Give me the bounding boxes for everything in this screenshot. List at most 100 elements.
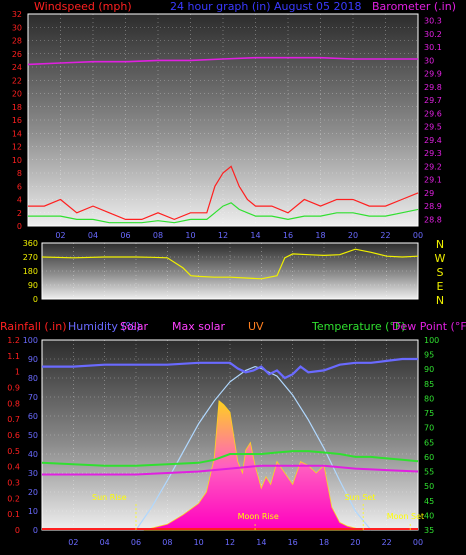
x-tick-label: 06 — [120, 231, 130, 240]
temperature-tick: 70 — [424, 424, 434, 433]
rainfall-tick: 0.5 — [7, 447, 20, 456]
windspeed-tick: 0 — [17, 222, 22, 231]
panel1-x-tick-labels: 02 04 06 08 10 12 14 16 18 20 22 00 — [55, 231, 423, 240]
barometer-tick: 29.9 — [424, 70, 442, 79]
windspeed-tick: 2 — [17, 209, 22, 218]
barometer-tick: 29.2 — [424, 162, 442, 171]
x-tick-label: 10 — [194, 538, 204, 547]
temperature-tick: 65 — [424, 438, 434, 447]
humidity-tick: 30 — [28, 469, 38, 478]
x-tick-label: 22 — [380, 231, 390, 240]
windspeed-tick: 12 — [12, 143, 22, 152]
humidity-line — [42, 357, 418, 380]
windspeed-tick: 28 — [12, 37, 22, 46]
humidity-tick: 70 — [28, 393, 38, 402]
rainfall-tick: 0.4 — [7, 463, 20, 472]
rainfall-tick: 1.1 — [7, 352, 20, 361]
wind_gust-line — [28, 165, 419, 221]
temperature-tick: 45 — [424, 497, 434, 506]
x-tick-label: 04 — [100, 538, 110, 547]
humidity-tick: 80 — [28, 374, 38, 383]
compass-letter: E — [437, 280, 444, 293]
windspeed-tick: 4 — [17, 196, 22, 205]
dewpoint-line — [42, 464, 419, 476]
rainfall-tick: 0 — [15, 526, 20, 535]
x-tick-label: 20 — [350, 538, 360, 547]
rainfall-tick: 0.3 — [7, 479, 20, 488]
rainfall-tick: 0.7 — [7, 415, 20, 424]
panel1-series — [27, 56, 419, 224]
temperature-tick: 75 — [424, 409, 434, 418]
barometer-line — [27, 56, 418, 66]
temperature-tick: 40 — [424, 511, 434, 520]
chart-title: 24 hour graph (in) August 05 2018 — [170, 0, 361, 13]
max-solar-line — [135, 365, 372, 531]
moon-set-marker-label: Moon Set — [387, 512, 424, 521]
x-tick-label: 18 — [319, 538, 329, 547]
temperature-tick: 80 — [424, 394, 434, 403]
rainfall-tick-labels: 0 0.1 0.2 0.3 0.4 0.5 0.6 0.7 0.8 0.9 1 1.1 1.2 — [7, 336, 20, 535]
compass-letter: S — [437, 266, 444, 279]
rainfall-tick: 0.8 — [7, 399, 20, 408]
sun-rise-marker-label: Sun Rise — [92, 493, 127, 502]
barometer-tick: 30 — [424, 56, 434, 65]
x-tick-label: 02 — [55, 231, 65, 240]
windspeed-tick: 10 — [12, 156, 22, 165]
barometer-tick: 29 — [424, 189, 434, 198]
barometer-tick: 29.4 — [424, 136, 442, 145]
barometer-axis-label: Barometer (.in) — [372, 0, 456, 13]
humidity-tick-labels: 0 10 20 30 40 50 60 70 80 90 100 — [23, 336, 38, 535]
climate-panel: Rainfall (.in) Humidity (%) Solar Max so… — [0, 320, 466, 547]
panel3-x-tick-labels: 02 04 06 08 10 12 14 16 18 20 22 00 — [68, 538, 423, 547]
barometer-tick: 29.1 — [424, 176, 442, 185]
temperature-tick: 35 — [424, 526, 434, 535]
windspeed-tick: 24 — [12, 63, 22, 72]
uv-label: UV — [248, 320, 264, 333]
humidity-tick: 90 — [28, 355, 38, 364]
temperature-tick: 90 — [424, 365, 434, 374]
rainfall-tick: 0.6 — [7, 431, 20, 440]
barometer-tick: 29.5 — [424, 123, 442, 132]
direction-tick-labels: 0 90 180 270 360 — [23, 239, 38, 304]
x-tick-label: 14 — [256, 538, 266, 547]
moon-rise-marker-label: Moon Rise — [238, 512, 279, 521]
temperature-tick: 55 — [424, 468, 434, 477]
max-solar-label: Max solar — [172, 320, 225, 333]
windspeed-tick: 8 — [17, 169, 22, 178]
x-tick-label: 22 — [382, 538, 392, 547]
windspeed-tick: 20 — [12, 90, 22, 99]
panel1-grid — [28, 13, 418, 227]
wind_avg-line — [28, 202, 419, 224]
humidity-tick: 60 — [28, 412, 38, 421]
panel3-series — [41, 357, 419, 531]
barometer-tick-labels: 28.8 28.9 29 29.1 29.2 29.3 29.4 29.5 29.6 29.7 29… — [424, 17, 442, 225]
rainfall-tick: 0.1 — [7, 510, 20, 519]
barometer-tick: 30.1 — [424, 43, 442, 52]
humidity-tick: 50 — [28, 431, 38, 440]
windspeed-tick: 30 — [12, 23, 22, 32]
windspeed-tick: 22 — [12, 76, 22, 85]
humidity-tick: 0 — [33, 526, 38, 535]
humidity-tick: 40 — [28, 450, 38, 459]
panel2-series — [41, 248, 419, 280]
humidity-axis-label: Humidity (%) — [68, 320, 140, 333]
windspeed-axis-label: Windspeed (mph) — [34, 0, 132, 13]
dewpoint-axis-label: Dew Point (°F) — [392, 320, 466, 333]
rainfall-tick: 0.2 — [7, 494, 20, 503]
direction-tick: 0 — [33, 295, 38, 304]
x-tick-label: 10 — [185, 231, 195, 240]
barometer-tick: 30.3 — [424, 17, 442, 26]
humidity-tick: 100 — [23, 336, 38, 345]
wind-direction-line — [41, 248, 419, 280]
windspeed-tick: 18 — [12, 103, 22, 112]
barometer-tick: 30.2 — [424, 30, 442, 39]
direction-tick: 90 — [28, 281, 38, 290]
barometer-tick: 29.7 — [424, 96, 442, 105]
temperature-line — [41, 450, 419, 467]
x-tick-label: 12 — [225, 538, 235, 547]
